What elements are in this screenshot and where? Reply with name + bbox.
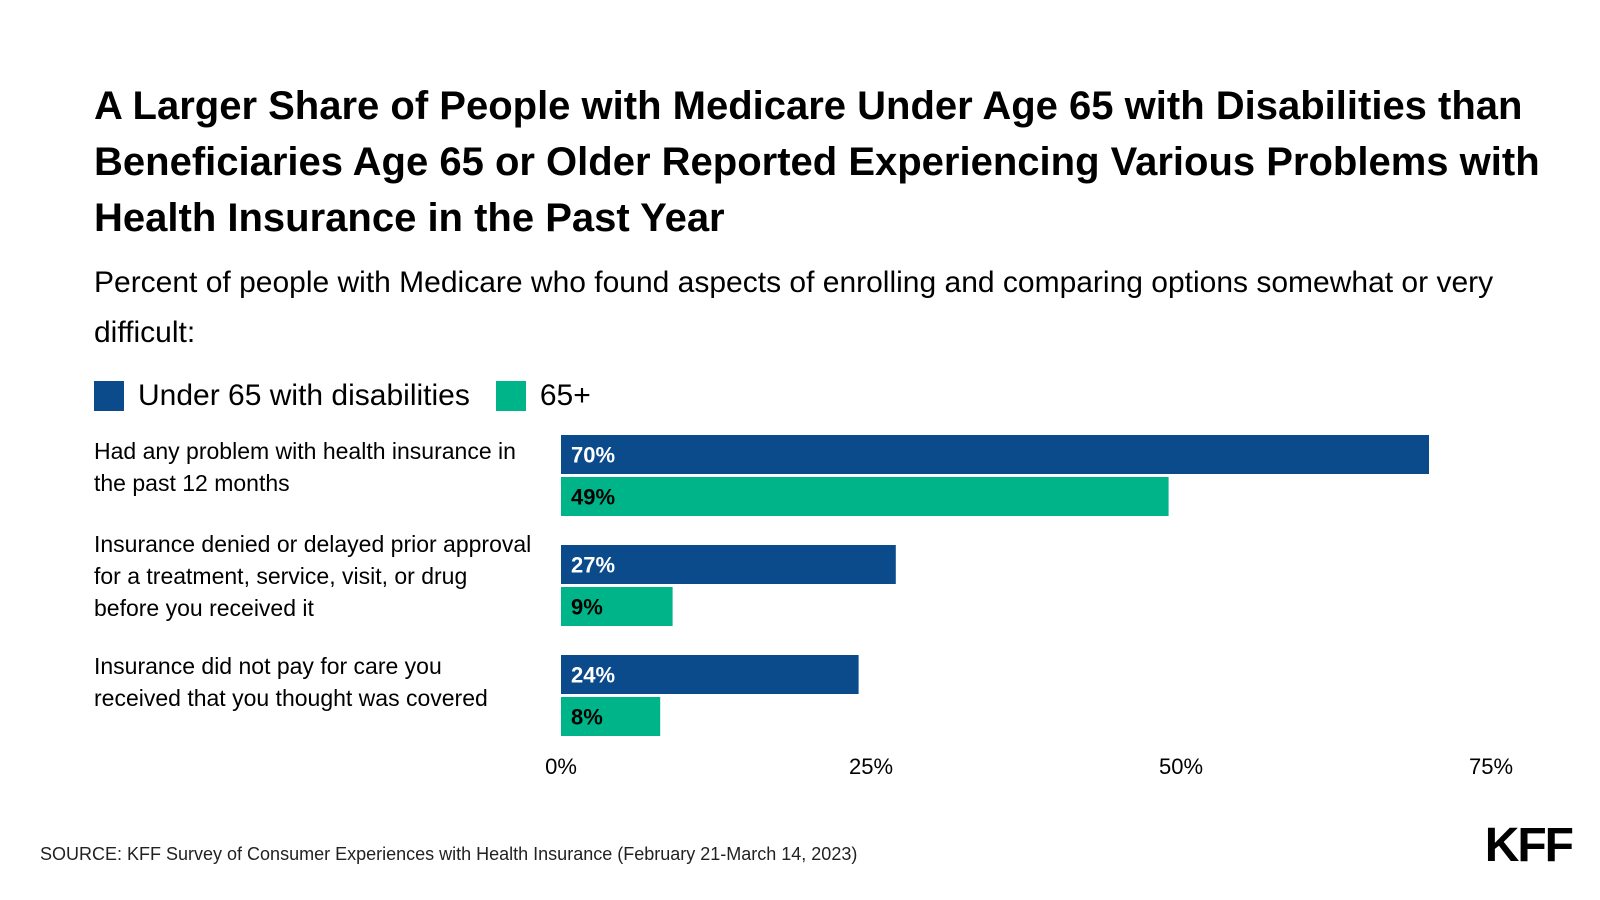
x-tick-label: 75% bbox=[1469, 754, 1513, 779]
data-label-65plus-0: 49% bbox=[571, 485, 615, 510]
kff-logo: KFF bbox=[1484, 819, 1574, 872]
x-tick-label: 25% bbox=[849, 754, 893, 779]
chart-title: A Larger Share of People with Medicare U… bbox=[94, 84, 1540, 240]
legend-swatch-65plus bbox=[495, 381, 526, 411]
data-label-under65-0: 70% bbox=[571, 443, 615, 468]
source-note: SOURCE: KFF Survey of Consumer Experienc… bbox=[40, 844, 858, 864]
data-label-under65-1: 27% bbox=[571, 553, 615, 578]
data-label-65plus-1: 9% bbox=[571, 595, 603, 620]
category-label-any-problem: Had any problem with health insurance in… bbox=[94, 438, 516, 496]
chart-subtitle: Percent of people with Medicare who foun… bbox=[94, 266, 1494, 349]
data-label-under65-2: 24% bbox=[571, 663, 615, 688]
legend-label-65plus: 65+ bbox=[539, 379, 591, 412]
bar-65plus-2 bbox=[561, 697, 661, 736]
x-tick-label: 0% bbox=[545, 754, 577, 779]
x-tick-label: 50% bbox=[1159, 754, 1203, 779]
category-label-did-not-pay: Insurance did not pay for care you recei… bbox=[94, 653, 488, 711]
legend-label-under65: Under 65 with disabilities bbox=[138, 379, 470, 412]
legend-item-65plus: 65+ bbox=[495, 379, 591, 413]
legend-item-under65: Under 65 with disabilities bbox=[94, 379, 470, 413]
data-label-65plus-2: 8% bbox=[571, 705, 603, 730]
bar-65plus-0 bbox=[561, 477, 1169, 516]
legend: Under 65 with disabilities 65+ bbox=[94, 376, 617, 416]
bar-under65-1 bbox=[561, 545, 896, 584]
legend-swatch-under65 bbox=[94, 381, 124, 411]
bar-under65-0 bbox=[561, 435, 1429, 474]
bar-65plus-1 bbox=[561, 587, 673, 626]
category-label-denied-delayed: Insurance denied or delayed prior approv… bbox=[94, 531, 532, 621]
bar-under65-2 bbox=[561, 655, 859, 694]
